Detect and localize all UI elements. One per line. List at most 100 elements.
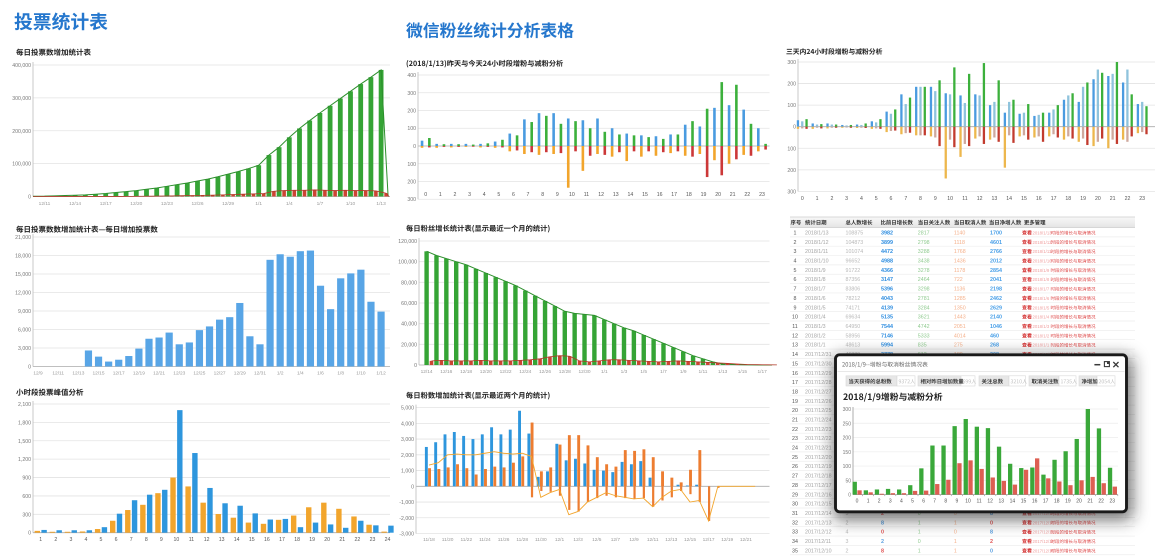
svg-text:16: 16 [657,192,663,198]
svg-text:5994: 5994 [881,343,893,349]
svg-text:900: 900 [22,476,31,482]
svg-text:28: 28 [792,483,798,489]
svg-text:21,000: 21,000 [15,235,31,241]
svg-text:8: 8 [881,548,884,554]
svg-text:1: 1 [794,231,797,237]
svg-text:10: 10 [569,192,575,198]
svg-text:2018/1/10: 2018/1/10 [805,259,829,265]
svg-text:6: 6 [922,499,925,505]
svg-text:29: 29 [792,492,798,498]
svg-text:2018/1/12: 2018/1/12 [1033,240,1053,245]
svg-text:1/10: 1/10 [346,201,356,207]
svg-text:7544: 7544 [881,324,893,330]
svg-text:100: 100 [843,464,852,470]
svg-text:34: 34 [792,539,798,545]
svg-text:1: 1 [918,520,921,526]
svg-text:19: 19 [1065,499,1071,505]
svg-text:3438: 3438 [918,259,930,265]
svg-text:23: 23 [1139,196,1145,202]
svg-text:12/24: 12/24 [519,369,531,375]
svg-text:2198: 2198 [990,287,1002,293]
svg-text:1: 1 [918,530,921,536]
svg-text:2018/1/10: 2018/1/10 [1033,259,1053,264]
svg-text:26: 26 [792,464,798,470]
svg-text:3,000: 3,000 [18,346,31,352]
svg-text:0: 0 [28,531,31,537]
svg-text:15: 15 [249,537,255,543]
svg-text:104873: 104873 [846,240,864,246]
svg-text:15: 15 [642,192,648,198]
svg-text:2017/12/25: 2017/12/25 [805,408,832,414]
svg-text:2017/12/31: 2017/12/31 [805,352,832,358]
svg-text:23: 23 [1110,499,1116,505]
svg-text:1285: 1285 [954,296,966,302]
svg-text:200: 200 [787,168,796,174]
svg-text:2781: 2781 [918,296,930,302]
svg-text:12/19: 12/19 [133,371,145,377]
svg-text:9: 9 [160,537,163,543]
svg-text:200: 200 [843,436,852,442]
svg-text:200: 200 [787,82,796,88]
svg-text:2: 2 [846,520,849,526]
svg-text:15: 15 [1021,499,1027,505]
svg-text:64950: 64950 [846,324,861,330]
svg-text:4: 4 [846,530,849,536]
svg-text:2017/12/10: 2017/12/10 [805,548,832,554]
svg-text:13: 13 [999,499,1005,505]
svg-text:1/4: 1/4 [286,201,293,207]
svg-text:12/21: 12/21 [153,371,165,377]
svg-text:22: 22 [792,427,798,433]
svg-text:268: 268 [990,343,999,349]
svg-text:0: 0 [411,484,414,490]
svg-text:2: 2 [830,196,833,202]
svg-text:2018/1/11: 2018/1/11 [805,249,828,255]
svg-text:3899: 3899 [881,240,893,246]
svg-text:12/3: 12/3 [573,537,583,543]
svg-text:12/28: 12/28 [559,369,571,375]
svg-text:1443: 1443 [954,315,966,321]
svg-text:2817: 2817 [918,231,930,237]
svg-text:1: 1 [39,537,42,543]
svg-text:2798: 2798 [918,240,930,246]
svg-text:3621: 3621 [918,315,930,321]
svg-text:17: 17 [671,192,677,198]
svg-text:1: 1 [918,548,921,554]
svg-text:7146: 7146 [881,333,893,339]
svg-text:5333: 5333 [918,333,930,339]
svg-text:2766: 2766 [990,249,1002,255]
svg-text:4: 4 [860,196,863,202]
svg-text:2017/12/29: 2017/12/29 [805,371,832,377]
svg-text:-3,000: -3,000 [399,532,414,538]
svg-text:12/30: 12/30 [578,369,590,375]
svg-text:9: 9 [956,499,959,505]
svg-text:1,800: 1,800 [18,420,31,426]
svg-text:7: 7 [527,192,530,198]
svg-text:2017/12/15: 2017/12/15 [805,502,832,508]
svg-text:600: 600 [22,494,31,500]
svg-text:1/9: 1/9 [680,369,687,375]
svg-text:16: 16 [264,537,270,543]
svg-text:3278: 3278 [918,268,930,274]
svg-text:15: 15 [1021,196,1027,202]
svg-text:17: 17 [792,380,798,386]
svg-text:20: 20 [1076,499,1082,505]
svg-text:7: 7 [130,537,133,543]
svg-text:12/31: 12/31 [254,371,266,377]
svg-text:4: 4 [900,499,903,505]
svg-text:12: 12 [987,499,993,505]
svg-text:2017/12/13: 2017/12/13 [1033,520,1055,525]
svg-text:5396: 5396 [881,287,893,293]
svg-text:15: 15 [792,361,798,367]
svg-text:12/23: 12/23 [173,371,185,377]
svg-text:14: 14 [234,537,240,543]
svg-text:0: 0 [990,520,993,526]
svg-text:100: 100 [407,162,416,168]
svg-text:32: 32 [792,520,798,526]
svg-text:17: 17 [1051,196,1057,202]
svg-text:2,100: 2,100 [18,402,31,408]
svg-text:2017/12/17: 2017/12/17 [805,483,832,489]
svg-text:12/15: 12/15 [684,537,696,543]
svg-text:7: 7 [904,196,907,202]
svg-text:12/29: 12/29 [234,371,246,377]
svg-text:12/17: 12/17 [703,537,715,543]
